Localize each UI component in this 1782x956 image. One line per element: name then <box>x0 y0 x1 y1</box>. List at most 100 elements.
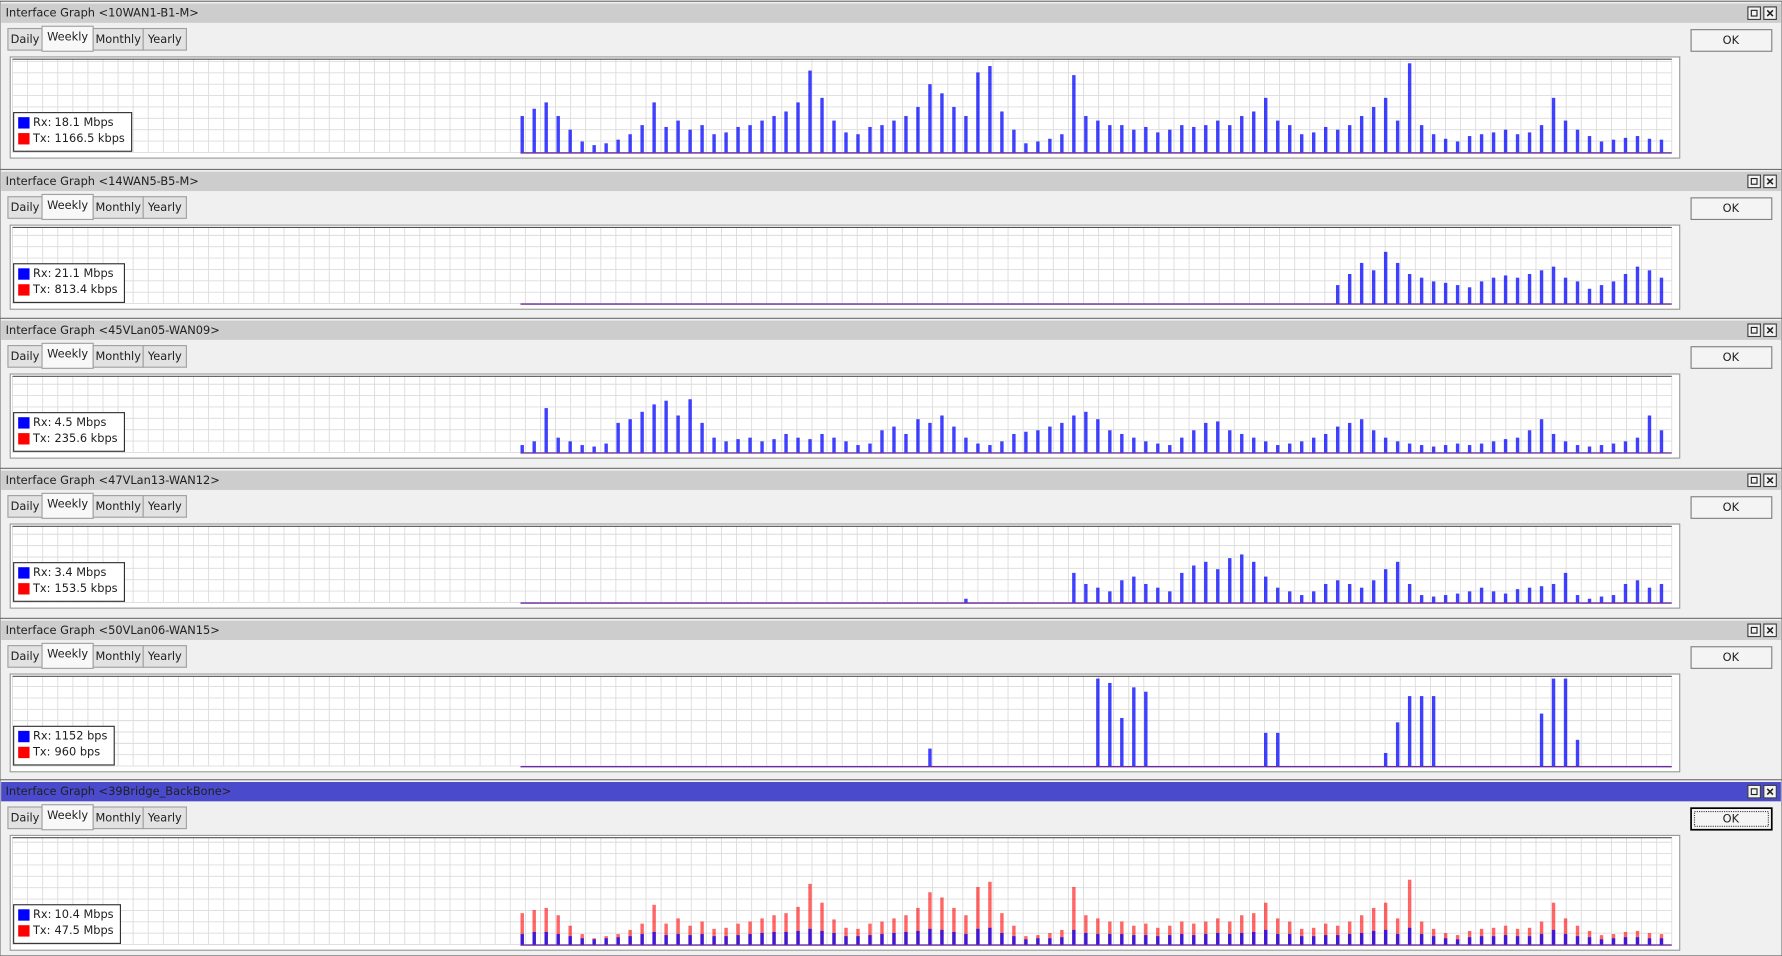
maximize-icon <box>1750 626 1758 634</box>
bar <box>1216 421 1220 453</box>
maximize-button[interactable] <box>1747 174 1761 189</box>
tab-label[interactable]: Monthly <box>95 810 141 824</box>
maximize-button[interactable] <box>1747 623 1761 638</box>
tab-label[interactable]: Monthly <box>95 200 141 214</box>
bar <box>1551 266 1556 304</box>
tab-label[interactable]: Weekly <box>47 808 88 822</box>
bar <box>952 907 956 945</box>
bar <box>664 126 668 153</box>
bar <box>1048 938 1052 945</box>
tab-label[interactable]: Monthly <box>95 649 141 663</box>
ok-label[interactable]: OK <box>1723 33 1740 47</box>
bar <box>1575 925 1580 945</box>
tab-label[interactable]: Daily <box>11 499 40 513</box>
tab[interactable] <box>41 342 94 369</box>
bar <box>1395 262 1400 304</box>
tab-label[interactable]: Monthly <box>95 32 141 46</box>
tab-label[interactable]: Yearly <box>147 349 182 363</box>
ok-button[interactable] <box>1690 496 1773 519</box>
bar <box>892 933 896 945</box>
tab-label[interactable]: Yearly <box>147 810 182 824</box>
tab[interactable] <box>142 27 187 51</box>
tab-label[interactable]: Monthly <box>95 349 141 363</box>
tab[interactable] <box>142 495 187 518</box>
tab-label[interactable]: Weekly <box>47 497 88 511</box>
ok-button[interactable] <box>1690 346 1773 369</box>
ok-label[interactable]: OK <box>1723 350 1740 364</box>
close-icon <box>1766 326 1774 334</box>
bar <box>1311 437 1316 453</box>
tab[interactable] <box>41 193 94 221</box>
tab-label[interactable]: Yearly <box>147 200 182 214</box>
ok-focus <box>1693 810 1769 827</box>
bar <box>1575 595 1580 603</box>
tab[interactable] <box>41 804 94 831</box>
tab-label[interactable]: Yearly <box>147 499 182 513</box>
bar <box>784 913 788 945</box>
bar <box>916 930 920 945</box>
ok-label[interactable]: OK <box>1723 812 1740 826</box>
bar <box>1252 111 1256 153</box>
ok-label[interactable]: OK <box>1723 650 1740 664</box>
bar <box>1335 935 1340 945</box>
legend <box>13 725 115 766</box>
ok-label[interactable]: OK <box>1723 201 1740 215</box>
tab-label[interactable]: Weekly <box>47 347 88 361</box>
ok-label[interactable]: OK <box>1723 500 1740 514</box>
tab-label[interactable]: Yearly <box>147 32 182 46</box>
maximize-icon <box>1750 476 1758 484</box>
bar <box>988 66 992 153</box>
bar <box>784 433 788 453</box>
maximize-button[interactable] <box>1747 784 1761 799</box>
bar <box>1012 925 1016 945</box>
tab-label[interactable]: Yearly <box>147 649 182 663</box>
tab[interactable] <box>142 645 187 668</box>
tab-label[interactable]: Daily <box>11 349 40 363</box>
bar <box>1371 270 1376 304</box>
bar <box>1168 129 1172 153</box>
bar <box>616 139 620 153</box>
maximize-button[interactable] <box>1747 323 1761 338</box>
tab-label[interactable]: Daily <box>11 32 40 46</box>
bar <box>664 935 668 945</box>
maximize-button[interactable] <box>1747 473 1761 488</box>
close-icon <box>1766 177 1774 185</box>
tab-label[interactable]: Monthly <box>95 499 141 513</box>
ok-button[interactable] <box>1690 646 1773 669</box>
title-bar <box>1 171 1781 192</box>
legend-value: 47.5 Mbps <box>55 923 114 937</box>
tab-label[interactable]: Daily <box>11 200 40 214</box>
tab[interactable] <box>142 345 187 368</box>
bar <box>772 931 776 945</box>
bar <box>1455 593 1460 603</box>
bar <box>808 70 812 153</box>
tab-label[interactable]: Daily <box>11 810 40 824</box>
bar <box>556 934 560 945</box>
bar <box>1144 126 1148 153</box>
tab-label[interactable]: Weekly <box>47 647 88 661</box>
bar <box>736 935 740 945</box>
bar <box>1407 879 1412 945</box>
maximize-button[interactable] <box>1747 6 1761 20</box>
maximize-icon <box>1750 326 1758 334</box>
bar <box>1180 921 1184 945</box>
bar <box>928 892 932 945</box>
ok-button[interactable] <box>1690 197 1773 221</box>
ok-button[interactable] <box>1690 807 1773 831</box>
bar <box>1587 937 1592 945</box>
tab[interactable] <box>142 806 187 830</box>
tab-label[interactable]: Weekly <box>47 30 88 44</box>
bar <box>1060 134 1064 153</box>
bar <box>796 102 800 153</box>
bar <box>1635 580 1640 603</box>
tab-label[interactable]: Daily <box>11 649 40 663</box>
bar <box>844 441 848 453</box>
tab-label[interactable]: Weekly <box>47 198 88 212</box>
bar <box>916 106 920 153</box>
ok-button[interactable] <box>1690 29 1773 52</box>
bar <box>1120 934 1124 945</box>
bar <box>1000 913 1004 945</box>
bar <box>1096 419 1100 453</box>
tab[interactable] <box>142 196 187 219</box>
bar <box>1120 433 1124 453</box>
